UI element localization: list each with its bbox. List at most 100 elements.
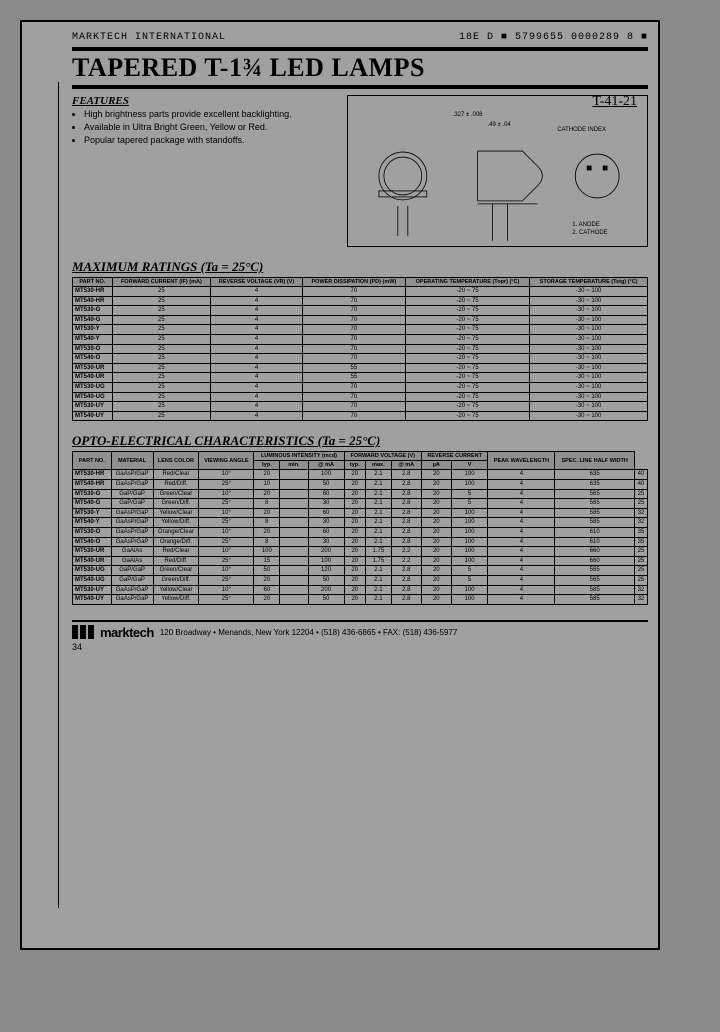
table-cell: Yellow/Clear [153,585,199,595]
table-cell: Green/Clear [153,489,199,499]
table-row: MT530-HR25470-20 ~ 75-30 ~ 100 [73,287,648,297]
table-cell: 25 [634,556,647,566]
table-cell: 60 [254,585,280,595]
table-row: MT530-HRGaAsP/GaPRed/Clear10°20100202.12… [73,470,648,480]
table-cell: 5 [451,575,488,585]
title-bar: TAPERED T-1¾ LED LAMPS [72,47,648,89]
table-cell: 70 [302,392,405,402]
table-cell: 20 [344,480,366,490]
table-cell: -20 ~ 75 [405,287,529,297]
table-cell: -20 ~ 75 [405,325,529,335]
table-cell: MT530-G [73,489,112,499]
table-cell: 10° [199,508,254,518]
table-cell: 100 [254,547,280,557]
page-title: TAPERED T-1¾ LED LAMPS [72,53,425,82]
table-cell: Yellow/Clear [153,508,199,518]
table-cell: 20 [254,508,280,518]
table-cell: MT540-Y [73,518,112,528]
table-cell: GaP/GaP [111,566,153,576]
table-cell: 70 [302,411,405,421]
table-cell: GaP/GaP [111,489,153,499]
table-cell: 2.1 [366,499,392,509]
table-cell: 70 [302,344,405,354]
table-cell: 565 [555,575,634,585]
handwritten-note: T-41-21 [592,94,637,110]
logo-icon [72,625,94,639]
table-row: MT530-YGaAsP/GaPYellow/Clear10°2060202.1… [73,508,648,518]
table-cell: 10 [254,480,280,490]
table-cell: MT540-UY [73,595,112,605]
table-cell: 25 [634,566,647,576]
table-cell: MT540-G [73,499,112,509]
table-cell: 565 [555,499,634,509]
table-cell: 20 [421,566,451,576]
table-cell: 2.1 [366,537,392,547]
table-cell: 20 [344,508,366,518]
table-cell [280,508,308,518]
table-cell: 4 [211,363,303,373]
table-cell: 25 [112,335,210,345]
table-cell: GaAsP/GaP [111,528,153,538]
table-cell: 70 [302,354,405,364]
table-cell: 25 [112,287,210,297]
feature-item: Popular tapered package with standoffs. [84,135,337,146]
table-cell: 4 [488,537,555,547]
table-cell: -20 ~ 75 [405,402,529,412]
table-cell: MT530-Y [73,325,113,335]
table-cell: MT530-UY [73,585,112,595]
opto-col-header: FORWARD VOLTAGE (V) [344,452,421,461]
table-cell [280,480,308,490]
table-row: MT540-HRGaAsP/GaPRed/Diff.25°1050202.12.… [73,480,648,490]
table-cell: 4 [488,480,555,490]
table-cell: 35 [634,537,647,547]
table-cell: 20 [254,470,280,480]
table-row: MT530-UG25470-20 ~ 75-30 ~ 100 [73,382,648,392]
table-cell: Orange/Diff. [153,537,199,547]
ratings-col-header: FORWARD CURRENT (IF) (mA) [112,278,210,287]
table-cell: 4 [211,411,303,421]
table-cell: GaAsP/GaP [111,518,153,528]
table-cell: -30 ~ 100 [530,363,648,373]
table-cell: Green/Clear [153,566,199,576]
table-cell: 20 [344,537,366,547]
table-cell: 40 [634,470,647,480]
table-cell: -20 ~ 75 [405,315,529,325]
table-cell: 70 [302,325,405,335]
page-footer: marktech 120 Broadway • Menands, New Yor… [72,620,648,640]
table-cell [280,470,308,480]
table-cell: 50 [254,566,280,576]
table-cell: 25 [112,344,210,354]
table-cell: -20 ~ 75 [405,335,529,345]
table-cell: 2.1 [366,489,392,499]
opto-col-header: LENS COLOR [153,452,199,470]
table-cell: MT530-G [73,306,113,316]
table-cell: 20 [421,537,451,547]
table-cell: -30 ~ 100 [530,344,648,354]
table-cell: 8 [254,537,280,547]
table-cell: 25 [112,306,210,316]
table-cell: 4 [488,595,555,605]
opto-table: PART NO.MATERIALLENS COLORVIEWING ANGLEL… [72,451,648,604]
table-cell: MT530-UR [73,363,113,373]
table-cell: 20 [254,489,280,499]
table-cell: 4 [211,392,303,402]
table-cell: GaAsP/GaP [111,508,153,518]
ratings-col-header: POWER DISSIPATION (PD) (mW) [302,278,405,287]
table-cell: MT540-UG [73,392,113,402]
company-name: MARKTECH INTERNATIONAL [72,32,226,43]
table-cell: 25 [112,373,210,383]
table-cell: 25 [634,575,647,585]
table-cell: GaP/GaP [111,499,153,509]
table-cell: GaAsP/GaP [111,585,153,595]
table-cell: 10° [199,566,254,576]
table-cell: 25° [199,595,254,605]
dim-label: .327 ± .008 [453,112,484,118]
table-cell: 32 [634,595,647,605]
table-cell: 25° [199,537,254,547]
table-cell: 2.8 [391,480,421,490]
table-cell: 20 [344,470,366,480]
table-cell: 4 [488,489,555,499]
table-cell: 70 [302,335,405,345]
table-cell: 4 [211,373,303,383]
table-cell: 635 [555,480,634,490]
